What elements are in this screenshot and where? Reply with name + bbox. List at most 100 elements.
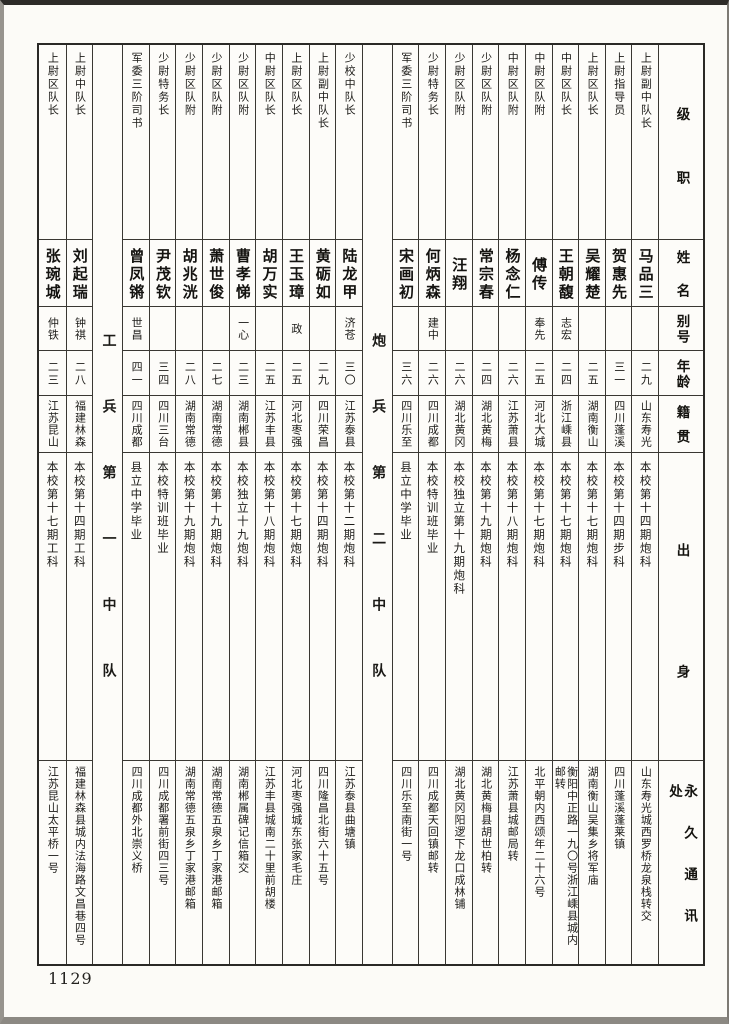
age-cell-text: 二五 (289, 361, 303, 387)
background-cell: 本校第十八期炮科 (256, 453, 282, 761)
native-place-cell-text: 四川三台 (156, 400, 170, 448)
permanent-address-cell: 四川成都外北崇义桥 (123, 761, 149, 964)
alias-cell-text: 世昌 (130, 316, 144, 341)
rank-cell: 上尉区队长 (282, 45, 309, 240)
page-number: 1129 (48, 969, 93, 988)
native-place-cell: 河北大城 (525, 396, 552, 453)
name-cell: 马品三 (632, 240, 658, 307)
age-cell-text: 二六 (426, 361, 440, 387)
permanent-address-cell-text: 江苏泰县曲塘镇 (343, 766, 357, 850)
background-cell: 本校第十二期炮科 (336, 453, 362, 761)
rank-cell: 少尉区队附 (446, 45, 472, 240)
background-cell-text: 本校第十四期工科 (72, 461, 87, 569)
background-cell-text: 本校第十七期炮科 (585, 461, 600, 569)
person-column: 中尉区队附 杨念仁 二六 江苏萧县 本校第十八期炮科 江苏萧县城邮局转 (498, 45, 525, 964)
age-cell: 二五 (282, 351, 309, 396)
age-cell-text: 二三 (236, 361, 250, 387)
background-cell-text: 本校第十九期炮科 (182, 461, 197, 569)
rank-cell-text: 上尉中队长 (73, 52, 87, 117)
native-place-cell: 江苏萧县 (499, 396, 525, 453)
native-place-cell-text: 湖南衡山 (586, 400, 600, 448)
rank-cell: 少尉特务长 (419, 45, 445, 240)
permanent-address-cell-text: 湖北黄梅县胡世柏转 (479, 766, 493, 874)
rank-cell-text: 军委三阶司书 (399, 52, 413, 130)
permanent-address-cell-text: 四川成都署前街四三号 (156, 766, 170, 886)
native-place-cell: 江苏泰县 (336, 396, 362, 453)
alias-cell: 一心 (229, 307, 256, 351)
alias-cell-text: 济苍 (343, 316, 357, 341)
section-divider-label: 炮兵第二中队 (363, 45, 392, 964)
alias-cell (203, 307, 229, 351)
name-cell: 何炳森 (419, 240, 445, 307)
rank-cell: 少尉区队附 (472, 45, 499, 240)
person-column: 少尉特务长 尹茂钦 三四 四川三台 本校特训班毕业 四川成都署前街四三号 (148, 45, 176, 964)
age-cell-text: 二四 (559, 361, 573, 387)
age-cell: 四一 (123, 351, 149, 396)
row-header-column: 级职 姓名 别号 年龄 籍贯 出身 永久通讯处 (658, 45, 703, 964)
name-cell-text: 王朝馥 (556, 247, 575, 302)
alias-cell-text: 仲铁 (46, 316, 60, 341)
person-column: 军委三阶司书 宋画初 三六 四川乐至 县立中学毕业 四川乐至南街一号 (391, 45, 419, 964)
person-column: 上尉副中队长 黄砺如 二九 四川荣昌 本校第十四期炮科 四川隆昌北街六十五号 (308, 45, 336, 964)
row-header-alias-text: 别号 (673, 314, 690, 345)
native-place-cell: 四川荣昌 (309, 396, 336, 453)
rank-cell: 军委三阶司书 (392, 45, 419, 240)
rank-cell-text: 上尉指导员 (612, 52, 626, 117)
permanent-address-cell-text: 福建林森县城内法海路文昌巷四号 (73, 766, 87, 946)
name-cell-text: 杨念仁 (503, 247, 522, 302)
person-column: 上尉中队长 刘起瑞 钟祺 二八 福建林森 本校第十四期工科 福建林森县城内法海路文昌巷四号 (65, 45, 93, 964)
row-header-background: 出身 (659, 453, 703, 761)
name-cell-text: 黄砺如 (313, 247, 332, 302)
background-cell-text: 本校第十七期工科 (45, 461, 60, 569)
age-cell: 二五 (525, 351, 552, 396)
background-cell: 本校第十七期炮科 (552, 453, 579, 761)
permanent-address-cell-text: 河北枣强城东张家毛庄 (289, 766, 303, 886)
age-cell: 二四 (552, 351, 579, 396)
native-place-cell-text: 江苏萧县 (506, 400, 520, 448)
native-place-cell: 江苏丰县 (256, 396, 282, 453)
permanent-address-cell: 四川隆昌北街六十五号 (310, 761, 336, 964)
age-cell-text: 二五 (263, 361, 277, 387)
permanent-address-cell: 湖南衡山吴集乡将军庙 (579, 761, 605, 964)
native-place-cell: 四川成都 (419, 396, 445, 453)
name-cell: 陆龙甲 (336, 240, 362, 307)
rank-cell: 中尉区队附 (499, 45, 525, 240)
name-cell: 宋画初 (392, 240, 419, 307)
age-cell: 二六 (446, 351, 472, 396)
alias-cell (499, 307, 525, 351)
age-cell: 二七 (203, 351, 229, 396)
name-cell: 曹孝悌 (229, 240, 256, 307)
rank-cell-text: 上尉区队长 (289, 52, 303, 117)
background-cell: 本校独立十九炮科 (229, 453, 256, 761)
row-header-rank: 级职 (659, 45, 703, 240)
name-cell-text: 曾凤锵 (127, 247, 146, 302)
name-cell: 尹茂钦 (149, 240, 176, 307)
name-cell-text: 常宗春 (476, 247, 495, 302)
age-cell: 三六 (392, 351, 419, 396)
permanent-address-cell-text: 江苏昆山太平桥一号 (46, 766, 60, 874)
background-cell: 本校独立第十九期炮科 (446, 453, 472, 761)
rank-cell: 上尉副中队长 (632, 45, 658, 240)
alias-cell (256, 307, 282, 351)
age-cell: 二九 (632, 351, 658, 396)
native-place-cell-text: 湖南郴县 (236, 400, 250, 448)
person-column: 中尉区队长 王朝馥 志宏 二四 浙江嵊县 本校第十七期炮科 衡阳中正路一九〇号浙江嵊县城内邮… (551, 45, 579, 964)
alias-cell (309, 307, 336, 351)
name-cell: 常宗春 (472, 240, 499, 307)
name-cell-text: 何炳森 (423, 247, 442, 302)
rank-cell: 中尉区队长 (256, 45, 282, 240)
name-cell: 王朝馥 (552, 240, 579, 307)
permanent-address-cell-text: 湖北黄冈阳逻下龙口成林铺 (452, 766, 466, 910)
native-place-cell-text: 四川蓬溪 (612, 400, 626, 448)
native-place-cell: 福建林森 (66, 396, 93, 453)
row-header-age-text: 年龄 (673, 358, 690, 390)
background-cell-text: 县立中学毕业 (399, 461, 413, 542)
background-cell: 本校第十九期炮科 (472, 453, 499, 761)
rank-cell: 中尉区队附 (525, 45, 552, 240)
rank-cell: 少尉区队附 (176, 45, 202, 240)
native-place-cell: 湖南郴县 (229, 396, 256, 453)
native-place-cell-text: 福建林森 (73, 400, 87, 448)
native-place-cell-text: 浙江嵊县 (559, 400, 573, 448)
permanent-address-cell: 湖北黄冈阳逻下龙口成林铺 (446, 761, 472, 964)
